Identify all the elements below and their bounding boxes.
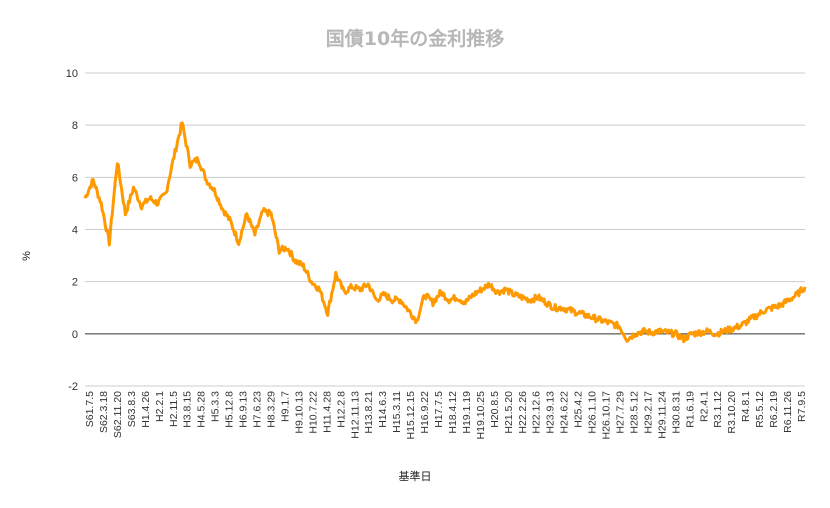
x-tick-label: H6.9.13 — [238, 391, 250, 428]
x-tick-label: H14.6.3 — [377, 391, 389, 428]
y-tick-label: 10 — [66, 68, 78, 80]
x-tick-label: H29.2.17 — [642, 391, 654, 434]
x-tick-label: H23.9.13 — [545, 391, 557, 434]
x-tick-label: H28.5.12 — [628, 391, 640, 434]
y-tick-label: 2 — [72, 277, 78, 289]
x-tick-label: H17.7.5 — [433, 391, 445, 428]
x-tick-label: S61.7.5 — [84, 391, 96, 427]
x-tick-label: H5.12.8 — [224, 391, 236, 428]
x-tick-label: R2.4.1 — [698, 391, 710, 422]
x-tick-label: H21.5.20 — [503, 391, 515, 434]
x-axis-label: 基準日 — [398, 470, 432, 483]
x-tick-label: H25.4.2 — [573, 391, 585, 428]
x-tick-label: H7.6.23 — [252, 391, 264, 428]
x-tick-label: H11.4.28 — [321, 391, 333, 433]
x-tick-label: H16.9.22 — [419, 391, 431, 434]
x-tick-label: H8.3.29 — [265, 391, 277, 428]
x-tick-label: H22.2.26 — [517, 391, 529, 434]
y-tick-label: 8 — [72, 120, 78, 132]
x-tick-label: R1.6.19 — [684, 391, 696, 428]
x-tick-label: H9.10.13 — [293, 391, 305, 434]
x-tick-label: H9.1.7 — [279, 391, 291, 422]
x-tick-label: R7.9.5 — [796, 391, 808, 422]
x-tick-label: S62.11.20 — [112, 391, 124, 438]
x-tick-label: H15.3.11 — [391, 391, 403, 433]
y-tick-label: 4 — [72, 225, 78, 237]
x-tick-label: H2.2.1 — [154, 391, 166, 422]
x-tick-label: R6.11.26 — [782, 391, 794, 433]
y-tick-label: 6 — [72, 172, 78, 184]
x-tick-label: H5.3.3 — [210, 391, 222, 422]
y-tick-label: 0 — [72, 329, 78, 341]
x-tick-label: H27.7.29 — [615, 391, 627, 434]
x-tick-label: R3.1.12 — [712, 391, 724, 428]
x-tick-label: H29.11.24 — [656, 391, 668, 439]
x-tick-label: H4.5.28 — [196, 391, 208, 428]
x-tick-label: H12.2.8 — [335, 391, 347, 428]
series-line — [83, 121, 807, 344]
x-tick-label: H18.4.12 — [447, 391, 459, 434]
chart-title: 国債10年の金利推移 — [325, 28, 505, 50]
x-tick-label: H1.4.26 — [140, 391, 152, 428]
x-tick-label: H2.11.5 — [168, 391, 180, 427]
x-tick-label: H26.10.17 — [601, 391, 613, 440]
x-tick-label: H13.8.21 — [363, 391, 375, 434]
x-tick-label: H24.6.22 — [559, 391, 571, 434]
x-tick-label: H10.7.22 — [307, 391, 319, 434]
x-tick-label: H19.1.19 — [461, 391, 473, 434]
x-tick-label: R3.10.20 — [726, 391, 738, 434]
y-tick-label: -2 — [68, 381, 78, 393]
x-tick-label: H3.8.15 — [182, 391, 194, 428]
x-tick-label: S63.8.3 — [126, 391, 138, 427]
x-tick-label: H20.8.5 — [489, 391, 501, 428]
x-tick-label: H15.12.15 — [405, 391, 417, 440]
x-tick-label: R6.2.19 — [768, 391, 780, 428]
x-tick-label: H26.1.10 — [587, 391, 599, 434]
x-tick-label: H30.8.31 — [670, 391, 682, 434]
x-tick-label: H22.12.6 — [531, 391, 543, 434]
y-axis-label: % — [20, 251, 33, 261]
x-tick-label: H12.11.13 — [349, 391, 361, 439]
x-tick-label: S62.3.18 — [98, 391, 110, 433]
x-tick-label: R4.8.1 — [740, 391, 752, 422]
x-tick-label: R5.5.12 — [754, 391, 766, 428]
x-tick-label: H19.10.25 — [475, 391, 487, 440]
